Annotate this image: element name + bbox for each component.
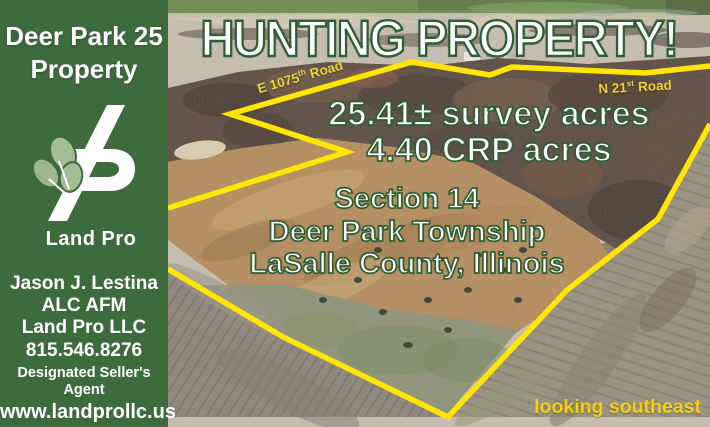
contact-block: Jason J. Lestina ALC AFM Land Pro LLC 81… [0, 272, 176, 424]
phone-number: 815.546.8276 [25, 339, 143, 361]
property-name-line1: Deer Park 25 [5, 21, 163, 51]
company-name: Land Pro LLC [21, 317, 147, 339]
road2-prefix: N 21 [597, 79, 628, 97]
agent-name: Jason J. Lestina [10, 272, 158, 294]
property-name: Deer Park 25 Property [0, 20, 168, 87]
township-name: Deer Park Township [268, 215, 546, 249]
landpro-logo: Land Pro [0, 103, 168, 251]
property-boundary [168, 59, 710, 421]
landpro-logo-mark [31, 104, 135, 221]
boundary-north [168, 59, 710, 211]
crp-acres: 4.40 CRP acres [366, 131, 613, 169]
logo-leaves [31, 135, 84, 196]
website-url: www.landprollc.us [0, 400, 176, 423]
logo-wordmark: Land Pro [45, 227, 137, 250]
agent-credentials: ALC AFM [41, 294, 127, 316]
agent-role: Designated Seller's Agent [17, 365, 151, 398]
road2-suffix: Road [633, 77, 673, 95]
property-name-line2: Property [30, 54, 138, 85]
terrain-graphic [168, 0, 710, 427]
view-direction-caption: looking southeast [534, 396, 701, 418]
location-block: Section 14 Deer Park Township LaSalle Co… [168, 182, 646, 281]
aerial-photo: HUNTING PROPERTY! 25.41± survey acres 4.… [168, 0, 710, 427]
boundary-south-east [168, 122, 710, 421]
section-number: Section 14 [334, 182, 481, 216]
survey-acres: 25.41± survey acres [328, 95, 651, 133]
acreage-block: 25.41± survey acres 4.40 CRP acres [268, 95, 710, 169]
county-name: LaSalle County, Illinois [248, 247, 565, 281]
sidebar: Deer Park 25 Property Land Pro [0, 0, 176, 427]
headline: HUNTING PROPERTY! [199, 9, 680, 68]
